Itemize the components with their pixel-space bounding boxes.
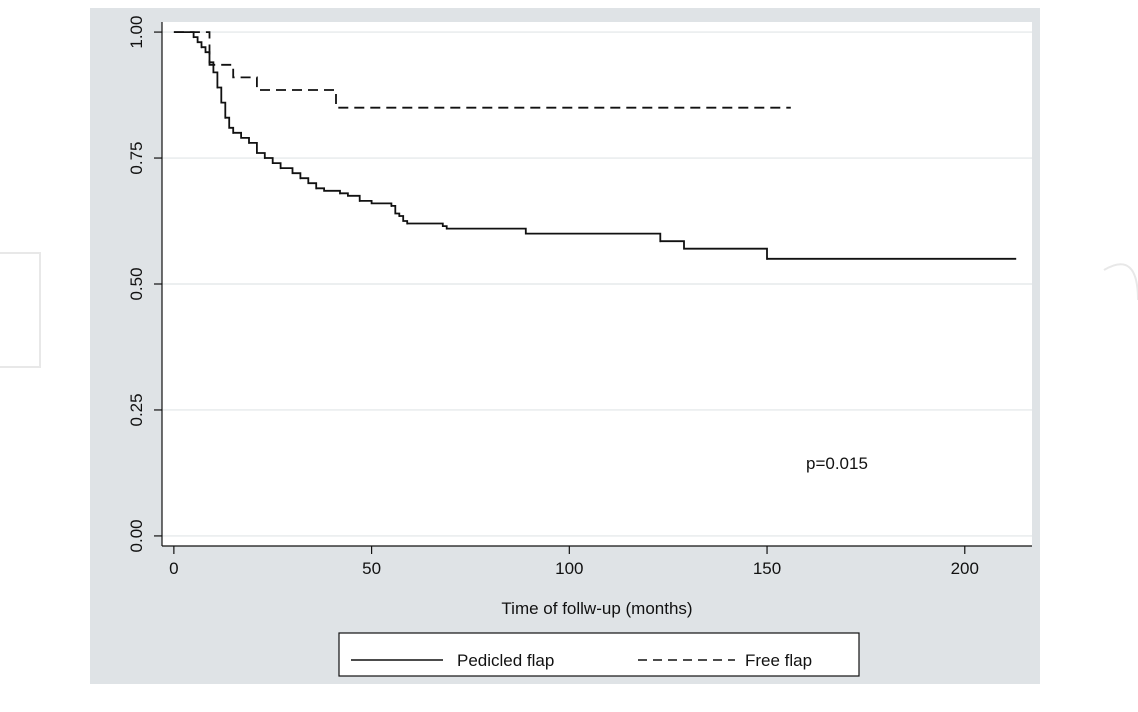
series-line-free-flap <box>173 31 791 109</box>
y-tick-label-0: 0.00 <box>127 519 146 552</box>
x-tick-label-0: 0 <box>169 559 178 578</box>
legend-box <box>338 632 860 677</box>
x-tick-label-3: 150 <box>753 559 781 578</box>
x-tick-label-1: 50 <box>362 559 381 578</box>
x-tick-label-4: 200 <box>951 559 979 578</box>
legend-label-pedicled-flap: Pedicled flap <box>457 651 554 670</box>
legend: Pedicled flap Free flap <box>338 632 860 677</box>
x-tick-label-2: 100 <box>555 559 583 578</box>
y-tick-label-3: 0.75 <box>127 141 146 174</box>
legend-label-free-flap: Free flap <box>745 651 812 670</box>
y-tick-label-4: 1.00 <box>127 16 146 49</box>
y-tick-label-2: 0.50 <box>127 267 146 300</box>
tick-layer: 0 50 100 150 200 0.00 0.25 0.50 0.75 1.00 <box>127 16 979 578</box>
y-tick-label-1: 0.25 <box>127 393 146 426</box>
x-axis-label: Time of follw-up (months) <box>501 599 692 618</box>
series-layer <box>173 31 1017 260</box>
p-value-annotation: p=0.015 <box>806 454 868 473</box>
grid-layer <box>162 31 1032 537</box>
series-line-pedicled-flap <box>173 31 1017 260</box>
